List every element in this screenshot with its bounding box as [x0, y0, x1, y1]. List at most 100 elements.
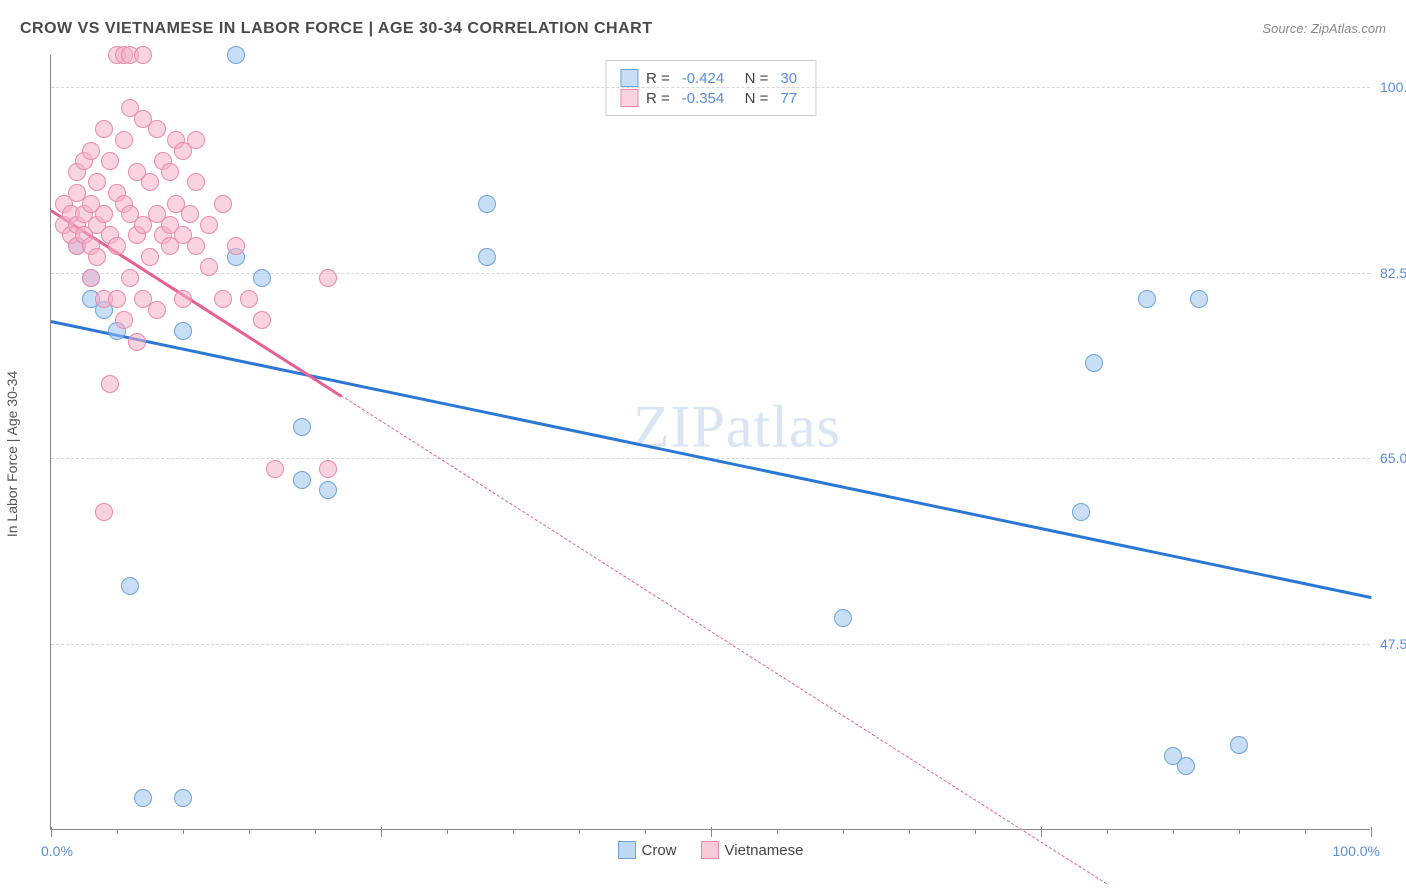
trend-line [51, 320, 1372, 598]
data-point [319, 460, 337, 478]
chart-title: CROW VS VIETNAMESE IN LABOR FORCE | AGE … [20, 20, 652, 38]
data-point [174, 290, 192, 308]
chart-header: CROW VS VIETNAMESE IN LABOR FORCE | AGE … [20, 20, 1386, 38]
plot-area: ZIPatlas R = -0.424 N = 30R = -0.354 N =… [50, 55, 1370, 830]
legend-r-value: -0.354 [682, 90, 725, 107]
data-point [141, 173, 159, 191]
x-tick-minor [447, 829, 448, 834]
legend-r-label: R = [646, 70, 670, 87]
legend-item: Crow [618, 841, 677, 859]
chart-container: CROW VS VIETNAMESE IN LABOR FORCE | AGE … [0, 0, 1406, 892]
data-point [200, 216, 218, 234]
data-point [134, 789, 152, 807]
chart-source: Source: ZipAtlas.com [1262, 21, 1386, 36]
x-tick-major [711, 827, 712, 837]
data-point [293, 418, 311, 436]
x-axis-min-label: 0.0% [41, 843, 73, 859]
y-tick-label: 82.5% [1380, 265, 1406, 281]
x-axis-max-label: 100.0% [1333, 843, 1380, 859]
data-point [115, 131, 133, 149]
data-point [240, 290, 258, 308]
gridline [51, 87, 1370, 88]
data-point [187, 173, 205, 191]
data-point [253, 311, 271, 329]
legend-n-label: N = [736, 90, 768, 107]
data-point [1138, 290, 1156, 308]
data-point [101, 375, 119, 393]
x-tick-minor [645, 829, 646, 834]
x-tick-minor [1173, 829, 1174, 834]
data-point [115, 311, 133, 329]
y-tick-label: 47.5% [1380, 636, 1406, 652]
data-point [108, 237, 126, 255]
x-tick-minor [909, 829, 910, 834]
x-tick-major [51, 827, 52, 837]
legend-item: Vietnamese [701, 841, 804, 859]
stats-legend: R = -0.424 N = 30 R = -0.354 N = 77 [605, 60, 816, 116]
data-point [148, 301, 166, 319]
trend-line [341, 395, 1107, 884]
data-point [200, 258, 218, 276]
x-tick-major [381, 827, 382, 837]
stats-legend-row: R = -0.424 N = 30 [620, 69, 801, 87]
x-tick-minor [1239, 829, 1240, 834]
data-point [266, 460, 284, 478]
data-point [227, 237, 245, 255]
data-point [134, 46, 152, 64]
data-point [161, 163, 179, 181]
data-point [88, 248, 106, 266]
data-point [82, 269, 100, 287]
data-point [148, 120, 166, 138]
data-point [293, 471, 311, 489]
legend-n-value: 30 [780, 70, 797, 87]
gridline [51, 273, 1370, 274]
y-tick-label: 100.0% [1380, 79, 1406, 95]
series-legend: Crow Vietnamese [618, 841, 804, 859]
x-tick-minor [249, 829, 250, 834]
legend-swatch [618, 841, 636, 859]
data-point [141, 248, 159, 266]
legend-label: Crow [642, 842, 677, 859]
x-tick-minor [183, 829, 184, 834]
data-point [1072, 503, 1090, 521]
data-point [253, 269, 271, 287]
x-tick-major [1041, 827, 1042, 837]
data-point [227, 46, 245, 64]
x-tick-minor [975, 829, 976, 834]
data-point [478, 195, 496, 213]
data-point [181, 205, 199, 223]
data-point [1177, 757, 1195, 775]
x-tick-major [1371, 827, 1372, 837]
data-point [214, 290, 232, 308]
data-point [88, 173, 106, 191]
data-point [1085, 354, 1103, 372]
legend-swatch [701, 841, 719, 859]
data-point [95, 120, 113, 138]
data-point [95, 503, 113, 521]
data-point [95, 205, 113, 223]
data-point [121, 577, 139, 595]
x-tick-minor [1305, 829, 1306, 834]
x-tick-minor [315, 829, 316, 834]
legend-r-label: R = [646, 90, 670, 107]
stats-legend-row: R = -0.354 N = 77 [620, 89, 801, 107]
x-tick-minor [579, 829, 580, 834]
x-tick-minor [513, 829, 514, 834]
legend-swatch [620, 89, 638, 107]
data-point [174, 322, 192, 340]
data-point [121, 269, 139, 287]
data-point [128, 333, 146, 351]
x-tick-minor [117, 829, 118, 834]
data-point [101, 152, 119, 170]
data-point [187, 131, 205, 149]
x-tick-minor [843, 829, 844, 834]
data-point [1230, 736, 1248, 754]
data-point [108, 290, 126, 308]
x-tick-minor [777, 829, 778, 834]
legend-swatch [620, 69, 638, 87]
data-point [214, 195, 232, 213]
y-axis-label: In Labor Force | Age 30-34 [4, 371, 20, 537]
data-point [187, 237, 205, 255]
y-tick-label: 65.0% [1380, 450, 1406, 466]
legend-label: Vietnamese [725, 842, 804, 859]
